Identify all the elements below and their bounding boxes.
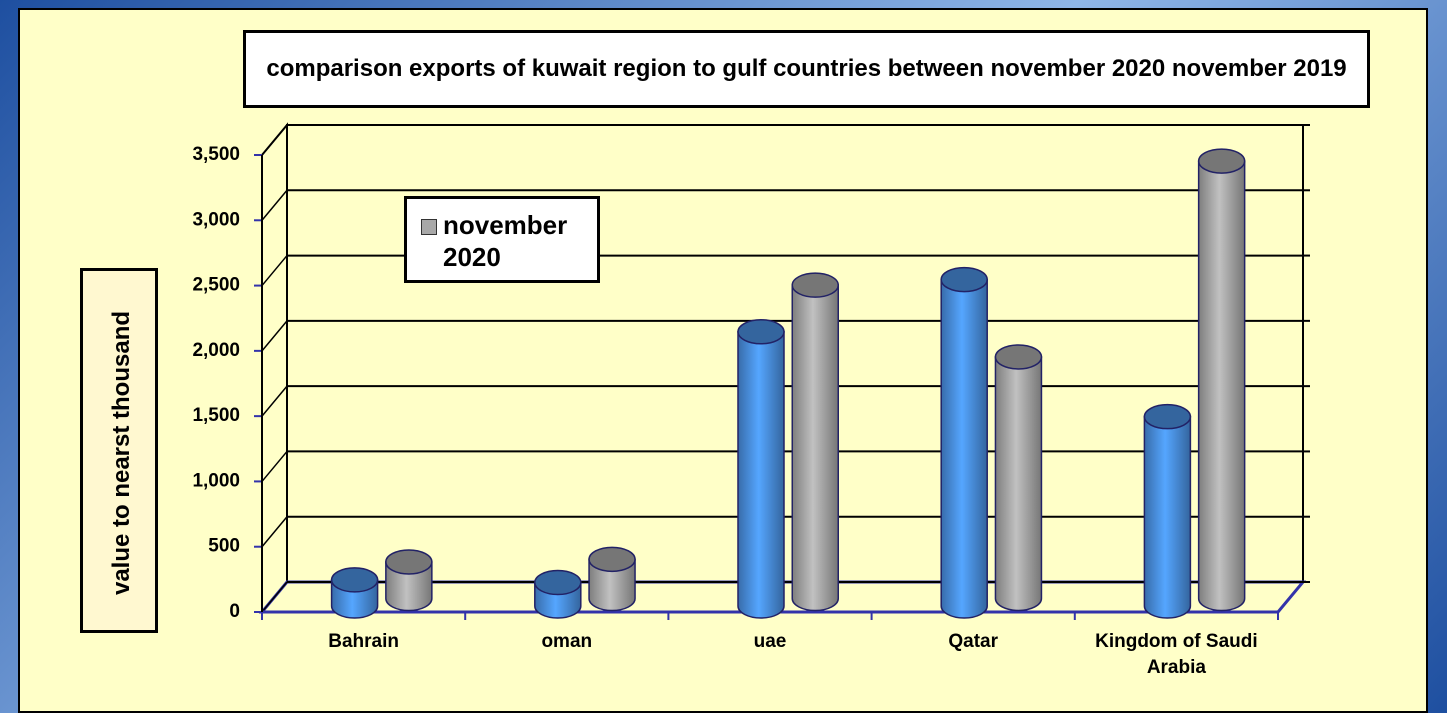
- grid-line-side: [261, 516, 288, 548]
- y-tick-label: 0: [229, 601, 240, 622]
- y-tick-label: 1,000: [192, 470, 240, 491]
- bar-top: [588, 546, 636, 573]
- bar-top: [385, 549, 433, 575]
- grid-line-side: [261, 581, 288, 613]
- y-tick-label: 3,000: [192, 209, 240, 230]
- bar-body: [994, 356, 1043, 612]
- grid-line-side: [261, 189, 288, 221]
- side-wall: [261, 122, 288, 615]
- bar-top: [994, 344, 1043, 370]
- bar: [791, 272, 839, 612]
- bar: [1197, 148, 1246, 612]
- bar-body: [1143, 415, 1192, 619]
- grid-line-side: [261, 385, 288, 417]
- bar: [940, 266, 988, 619]
- bar: [330, 567, 379, 619]
- bar-top: [1197, 148, 1246, 174]
- bar-top: [791, 272, 839, 298]
- y-tick-label: 2,500: [192, 275, 240, 296]
- x-tick-label: Kingdom of Saudi Arabia: [1095, 631, 1258, 678]
- legend: november 2020: [404, 196, 600, 283]
- bar-top: [330, 567, 379, 593]
- x-tick-label: uae: [753, 631, 787, 652]
- bar-top: [737, 319, 785, 345]
- bar: [1143, 403, 1192, 619]
- grid-line-side: [261, 124, 288, 156]
- y-tick-label: 3,500: [192, 144, 240, 165]
- bar: [534, 569, 582, 619]
- bar: [588, 546, 636, 612]
- x-tick-label: Qatar: [948, 631, 998, 652]
- bar-body: [1197, 160, 1246, 612]
- y-tick-label: 1,500: [192, 405, 240, 426]
- x-tick-label: Bahrain: [328, 631, 399, 652]
- bar-body: [940, 278, 988, 619]
- bar-top: [940, 266, 988, 293]
- legend-label: november 2020: [443, 210, 568, 272]
- y-axis-label: value to nearst thousand: [108, 310, 135, 596]
- chart-title: comparison exports of kuwait region to g…: [243, 30, 1370, 108]
- legend-swatch: [421, 219, 437, 235]
- bar: [737, 319, 785, 619]
- bar: [994, 344, 1043, 612]
- y-axis-label-box: value to nearst thousand: [80, 268, 158, 633]
- y-tick-label: 500: [208, 536, 240, 557]
- bar-top: [1143, 403, 1192, 430]
- grid-line-side: [261, 320, 288, 352]
- bar-top: [534, 569, 582, 596]
- grid-line-side: [261, 255, 288, 287]
- grid-line-side: [261, 450, 288, 482]
- y-tick-label: 2,000: [192, 340, 240, 361]
- x-tick-label: oman: [541, 631, 593, 652]
- bar-body: [737, 331, 785, 619]
- bar-body: [791, 284, 839, 612]
- bar-body: [588, 558, 636, 612]
- bar: [385, 549, 433, 612]
- bar-body: [385, 561, 433, 612]
